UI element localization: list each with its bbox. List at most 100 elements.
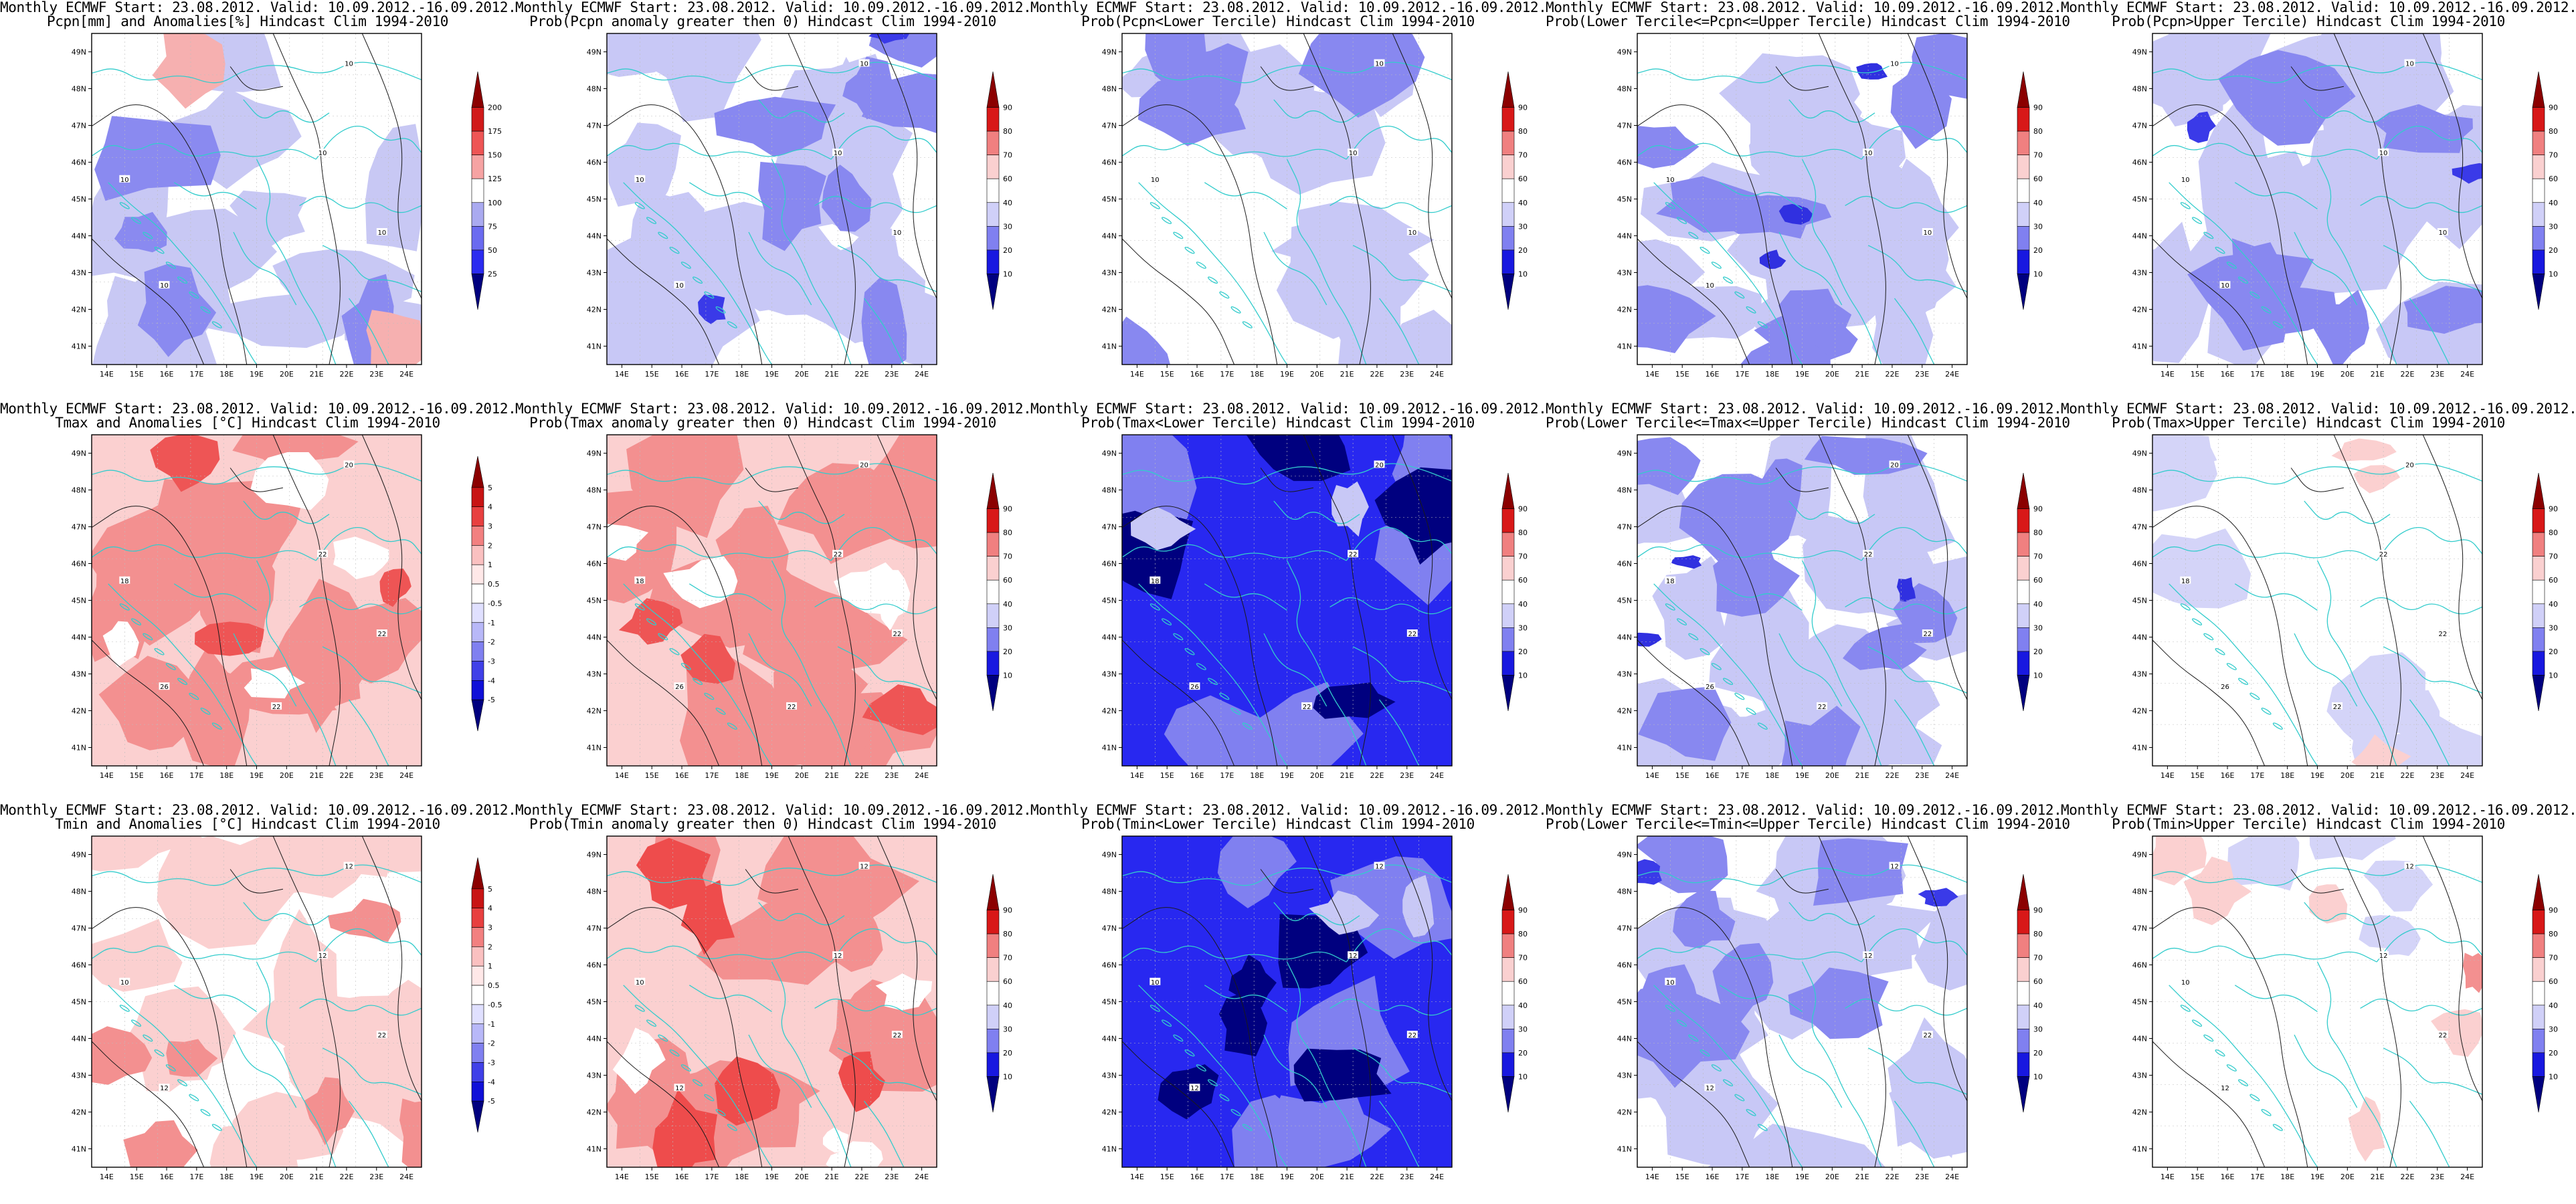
lat-tick-label: 45N: [2132, 597, 2147, 605]
island: [200, 708, 211, 715]
contour-label-bg: [1149, 175, 1161, 183]
panel-title-line2: Prob(Pcpn anomaly greater then 0) Hindca…: [529, 13, 996, 29]
border-line: [1867, 646, 1967, 694]
contour-label-bg: [2404, 59, 2415, 67]
colorbar-segment: [1501, 249, 1515, 274]
lat-tick-label: 47N: [1102, 924, 1117, 933]
contour-label-bg: [634, 576, 646, 584]
field-patch: [1890, 55, 1952, 149]
contour-label-bg: [674, 281, 685, 289]
field-patch: [2384, 690, 2440, 740]
contours: [2152, 836, 2482, 1167]
colorbar-bottom-triangle: [2017, 1076, 2030, 1113]
lon-tick-label: 22E: [1370, 370, 1384, 379]
colorbar-tick-label: 60: [1518, 576, 1528, 585]
colorbar-segment: [2532, 155, 2545, 179]
colorbar-tick-label: 20: [2033, 246, 2043, 255]
colorbar-segment: [986, 603, 1000, 628]
colorbar-bottom-triangle: [1501, 1076, 1515, 1113]
border-line: [748, 633, 812, 707]
colorbar-segment: [2017, 933, 2030, 958]
colorbar-segment: [2017, 651, 2030, 676]
field-patch: [1309, 890, 1380, 935]
contours: [1637, 836, 1967, 1167]
island: [1746, 708, 1756, 715]
colorbar-tick-label: 50: [488, 246, 497, 255]
field-patch: [1641, 964, 1700, 1045]
border-line: [1378, 298, 1420, 365]
island: [669, 1049, 680, 1057]
colorbar-segment: [1501, 202, 1515, 227]
field-patch: [292, 995, 422, 1102]
colorbar-segment: [986, 579, 1000, 605]
graticule: [92, 836, 422, 1167]
colorbar-tick-label: 20: [2033, 647, 2043, 656]
colorbar-segment: [1501, 130, 1515, 155]
colorbar-tick-label: 80: [2033, 930, 2043, 938]
contour-label: 20: [1890, 462, 1899, 470]
contour-label: 10: [1349, 150, 1358, 157]
lat-tick-label: 46N: [72, 961, 86, 970]
colorbar-segment: [2532, 603, 2545, 628]
field-patch: [244, 666, 305, 699]
colorbar-tick-label: 10: [1003, 270, 1012, 278]
contour-line: [1907, 836, 1967, 1102]
lon-tick-label: 20E: [280, 1173, 294, 1181]
lon-tick-label: 17E: [189, 1173, 203, 1181]
colorbar-tick-label: 40: [2033, 1001, 2043, 1010]
field-patch: [209, 1113, 298, 1167]
lat-tick-label: 49N: [587, 449, 602, 458]
lon-tick-label: 20E: [1825, 1173, 1839, 1181]
colorbar-segment: [986, 1029, 1000, 1054]
border-line: [1778, 633, 1843, 707]
contour-label-bg: [159, 682, 170, 690]
border-line: [2234, 583, 2318, 611]
panel-tmin-prob-positive: 12 12 10 22 12 41N 42N 43N 44N 45N 46N 47N 48N 49N 14E…: [515, 803, 1032, 1204]
contour-label-bg: [674, 682, 685, 690]
border-line: [1719, 583, 1803, 611]
border-line: [108, 583, 258, 766]
island: [2249, 692, 2260, 700]
map-axes: 41N 42N 43N 44N 45N 46N 47N 48N 49N 14E 15E 16E 17E 1…: [2132, 851, 2474, 1182]
lon-tick-label: 24E: [1945, 771, 1959, 780]
contour-label: 22: [1923, 631, 1932, 638]
contour-line: [877, 836, 937, 1102]
island: [693, 678, 703, 686]
field-patch: [861, 277, 907, 365]
island: [1173, 1034, 1184, 1042]
border-line: [814, 597, 937, 615]
border-line: [256, 961, 337, 1167]
lon-tick-label: 17E: [1735, 370, 1749, 379]
colorbar-tick-label: 80: [2033, 127, 2043, 136]
island: [165, 663, 176, 670]
border-line: [1273, 902, 1360, 926]
colorbar-tick-label: 90: [2033, 906, 2043, 915]
contour-label-bg: [1665, 576, 1676, 584]
map-svg: 121210221241N42N43N44N45N46N47N48N49N14E…: [72, 835, 502, 1181]
map-axes: 41N 42N 43N 44N 45N 46N 47N 48N 49N 14E 15E 16E 17E 1…: [587, 851, 929, 1182]
border-line: [1788, 99, 1875, 123]
field-patch: [304, 1077, 355, 1146]
colorbar-segment: [986, 532, 1000, 557]
contour-line: [2422, 836, 2482, 1102]
island: [1149, 202, 1160, 209]
contour-label-bg: [271, 702, 282, 710]
colorbar-tick-label: 60: [2549, 576, 2558, 585]
lon-tick-label: 16E: [160, 1173, 174, 1181]
colorbar-tick-label: 20: [2549, 647, 2558, 656]
colorbar-segment: [2017, 981, 2030, 1006]
colorbar-segment: [471, 661, 484, 681]
lat-tick-label: 44N: [2132, 232, 2147, 241]
colorbar-tick-label: 20: [2549, 1049, 2558, 1058]
contour-label-bg: [2404, 460, 2415, 468]
border-line: [1861, 527, 1967, 561]
border-line: [1329, 998, 1452, 1016]
colorbar-top-triangle: [471, 71, 484, 108]
lat-tick-label: 42N: [72, 306, 86, 314]
colorbar-tick-label: 90: [2033, 104, 2043, 112]
contour-label-bg: [1406, 228, 1418, 235]
border-line: [233, 1034, 297, 1108]
contour-label-bg: [858, 862, 870, 870]
border-line: [1346, 527, 1452, 561]
contour-label-bg: [1817, 702, 1828, 710]
